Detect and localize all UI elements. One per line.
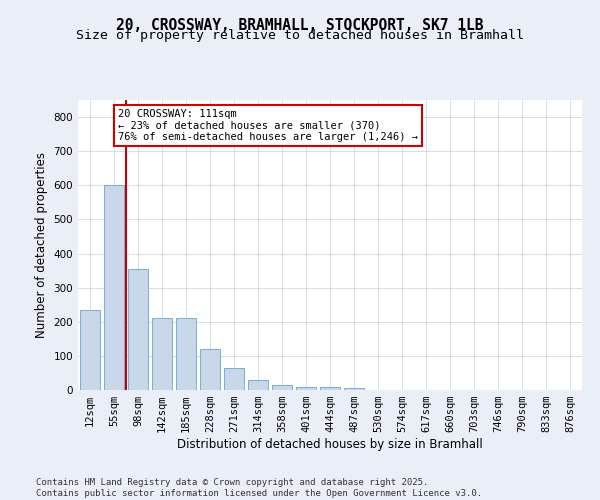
X-axis label: Distribution of detached houses by size in Bramhall: Distribution of detached houses by size … — [177, 438, 483, 451]
Bar — [128, 269, 148, 390]
Bar — [80, 310, 100, 390]
Text: 20, CROSSWAY, BRAMHALL, STOCKPORT, SK7 1LB: 20, CROSSWAY, BRAMHALL, STOCKPORT, SK7 1… — [116, 18, 484, 32]
Bar — [296, 386, 316, 390]
Bar — [200, 349, 220, 390]
Bar — [248, 380, 268, 390]
Bar — [272, 385, 292, 390]
Bar — [104, 186, 124, 390]
Y-axis label: Number of detached properties: Number of detached properties — [35, 152, 48, 338]
Bar — [224, 368, 244, 390]
Text: 20 CROSSWAY: 111sqm
← 23% of detached houses are smaller (370)
76% of semi-detac: 20 CROSSWAY: 111sqm ← 23% of detached ho… — [118, 108, 418, 142]
Text: Contains HM Land Registry data © Crown copyright and database right 2025.
Contai: Contains HM Land Registry data © Crown c… — [36, 478, 482, 498]
Bar — [152, 318, 172, 390]
Bar — [344, 388, 364, 390]
Bar — [176, 318, 196, 390]
Text: Size of property relative to detached houses in Bramhall: Size of property relative to detached ho… — [76, 29, 524, 42]
Bar — [320, 386, 340, 390]
